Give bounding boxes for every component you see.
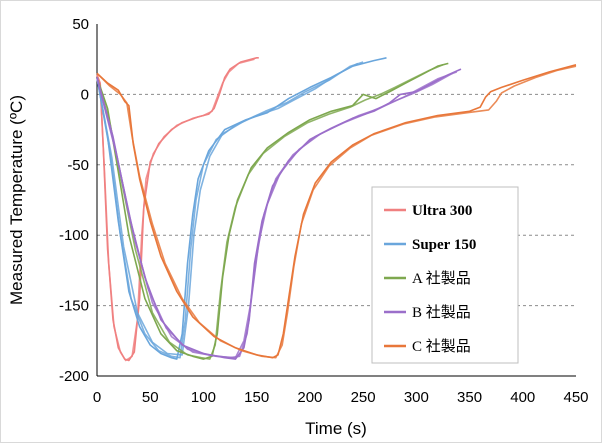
series-line-1-run-2 (96, 61, 364, 356)
y-tick-label: -150 (59, 298, 89, 315)
x-tick-label: 50 (142, 389, 159, 406)
legend-label: Super 150 (412, 237, 476, 253)
y-tick-label: -200 (59, 368, 89, 385)
legend-label: A 社製品 (412, 270, 471, 287)
x-tick-label: 100 (191, 389, 216, 406)
x-tick-label: 200 (297, 389, 322, 406)
y-axis-title: Measured Temperature (ºC) (7, 95, 26, 305)
x-tick-labels: 0 50 100 150 200 250 300 350 400 450 (93, 389, 589, 406)
gridlines (97, 93, 576, 307)
series-line-0-run-1 (96, 58, 255, 362)
series-line-4-run-1 (96, 65, 577, 359)
series-line-3-run-0 (96, 68, 462, 360)
y-tick-labels: 50 0 -50 -100 -150 -200 (59, 16, 89, 385)
axes (96, 24, 576, 377)
x-tick-label: 450 (563, 389, 588, 406)
series-line-2-run-1 (96, 64, 444, 360)
legend-label: Ultra 300 (412, 203, 472, 219)
x-tick-label: 300 (404, 389, 429, 406)
x-tick-label: 350 (457, 389, 482, 406)
legend-label: B 社製品 (412, 304, 471, 321)
legend-label: C 社製品 (412, 338, 471, 355)
legend: Ultra 300 Super 150 A 社製品 B 社製品 C 社製品 (371, 186, 519, 364)
series-line-1-run-1 (96, 62, 359, 359)
data-series (96, 57, 577, 362)
y-tick-label: 50 (72, 16, 89, 33)
x-tick-label: 400 (510, 389, 535, 406)
x-axis-title: Time (s) (305, 419, 367, 438)
x-tick-label: 250 (351, 389, 376, 406)
x-tick-label: 0 (93, 389, 101, 406)
y-tick-label: -100 (59, 227, 89, 244)
y-tick-label: 0 (81, 86, 89, 103)
x-tick-label: 150 (244, 389, 269, 406)
series-line-3-run-2 (96, 72, 453, 359)
legend-box (371, 186, 519, 364)
y-tick-label: -50 (67, 157, 89, 174)
series-line-1-run-0 (96, 57, 387, 360)
